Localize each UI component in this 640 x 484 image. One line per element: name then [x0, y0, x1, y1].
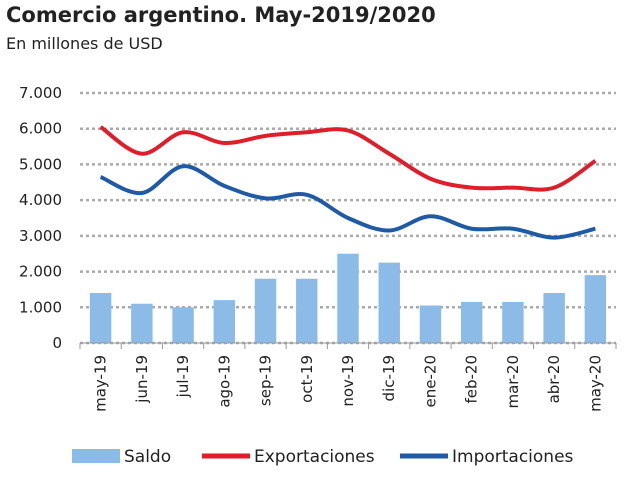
line — [99, 164, 596, 240]
x-tick-label: jul-19 — [174, 355, 192, 398]
line — [99, 125, 597, 192]
chart-title: Comercio argentino. May-2019/2020 — [6, 3, 436, 27]
y-tick-label: 7.000 — [19, 84, 62, 102]
x-tick-label: abr-20 — [545, 355, 563, 403]
x-tick-label: sep-19 — [257, 355, 275, 406]
bar — [254, 278, 277, 343]
legend-swatch — [72, 449, 120, 463]
bar — [131, 303, 153, 343]
y-tick-label: 2.000 — [19, 263, 62, 281]
x-tick-label: oct-19 — [298, 355, 316, 403]
x-tick-label: nov-19 — [339, 355, 357, 407]
y-tick-label: 5.000 — [19, 155, 62, 173]
bar — [543, 293, 565, 343]
chart-subtitle: En millones de USD — [6, 34, 163, 53]
x-tick-label: feb-20 — [463, 355, 481, 404]
y-tick-label: 6.000 — [19, 120, 62, 138]
bar — [172, 307, 194, 343]
bar — [337, 253, 359, 343]
legend-label: Exportaciones — [254, 447, 375, 467]
y-tick-label: 1.000 — [19, 298, 62, 316]
bar — [460, 301, 483, 343]
x-tick-label: may-19 — [92, 355, 110, 412]
x-tick-label: may-20 — [586, 355, 604, 412]
legend-label: Saldo — [124, 447, 171, 467]
x-tick-label: mar-20 — [504, 355, 522, 409]
y-tick-label: 0 — [52, 334, 62, 352]
x-tick-label: jun-19 — [133, 355, 151, 404]
y-tick-label: 4.000 — [19, 191, 62, 209]
bar — [89, 293, 112, 343]
legend-label: Importaciones — [452, 447, 574, 467]
x-tick-label: ene-20 — [421, 355, 439, 407]
x-tick-label: dic-19 — [380, 355, 398, 401]
bar — [584, 275, 607, 343]
bar — [213, 300, 236, 343]
bar — [378, 262, 400, 343]
x-tick-label: ago-19 — [215, 355, 233, 408]
y-tick-label: 3.000 — [19, 227, 62, 245]
bar — [296, 278, 318, 343]
bar — [502, 301, 524, 343]
bar — [419, 305, 442, 343]
